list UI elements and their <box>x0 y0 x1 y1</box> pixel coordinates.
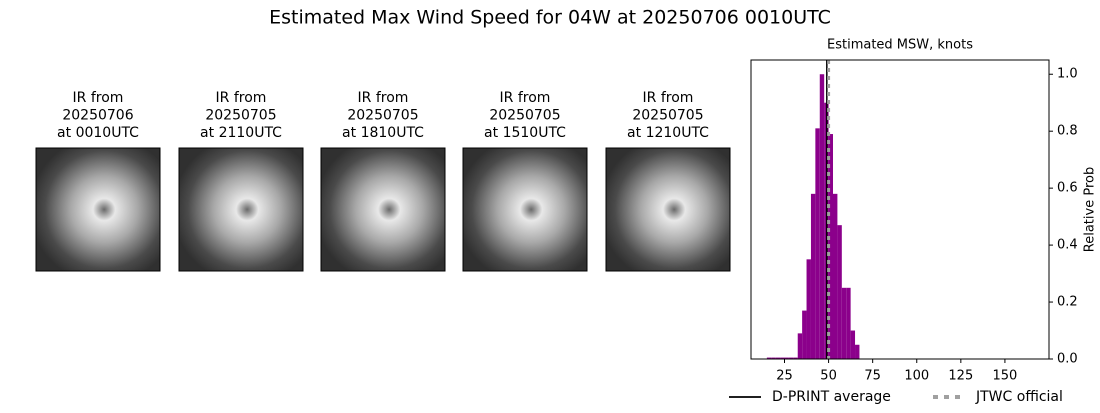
panel-label: at 0010UTC <box>57 125 139 141</box>
panel-label: at 1510UTC <box>484 125 566 141</box>
bar <box>846 287 851 359</box>
bar <box>780 357 785 359</box>
x-tick-label: 150 <box>993 369 1018 384</box>
y-tick-label: 0.6 <box>1057 181 1078 196</box>
y-tick-label: 0.2 <box>1057 295 1078 310</box>
panel-label: at 1210UTC <box>627 125 709 141</box>
bar <box>771 357 776 359</box>
plot-frame <box>750 59 1050 360</box>
panel-label: IR from <box>216 90 267 106</box>
x-tick-label: 100 <box>904 369 929 384</box>
y-tick-label: 0.8 <box>1057 124 1078 139</box>
panel-label: at 1810UTC <box>342 125 424 141</box>
panel-label: 20250706 <box>62 108 133 124</box>
panel-label: 20250705 <box>205 108 276 124</box>
panel-label: 20250705 <box>489 108 560 124</box>
bar <box>810 193 816 359</box>
x-tick-label: 25 <box>776 369 793 384</box>
bar <box>766 357 772 359</box>
bar <box>841 287 847 359</box>
y-tick-label: 0.0 <box>1057 352 1078 367</box>
satellite-image <box>35 147 161 272</box>
bar <box>828 134 833 359</box>
panel-label: IR from <box>73 90 124 106</box>
legend-label: JTWC official <box>975 389 1063 405</box>
bar <box>832 193 838 359</box>
x-tick-label: 50 <box>820 369 837 384</box>
bar <box>850 330 856 359</box>
bar <box>802 310 807 359</box>
bar <box>819 74 825 359</box>
satellite-image <box>605 147 731 272</box>
y-tick-label: 0.4 <box>1057 238 1078 253</box>
panel-label: IR from <box>358 90 409 106</box>
hist-title: Estimated MSW, knots <box>827 38 973 53</box>
panel-label: 20250705 <box>347 108 418 124</box>
bar <box>797 333 803 359</box>
y-axis-label: Relative Prob <box>1083 167 1098 252</box>
x-tick-label: 125 <box>948 369 973 384</box>
bar <box>806 259 811 359</box>
bar <box>793 357 798 359</box>
panel-label: IR from <box>643 90 694 106</box>
satellite-image <box>320 147 446 272</box>
panel-label: IR from <box>500 90 551 106</box>
figure-title: Estimated Max Wind Speed for 04W at 2025… <box>269 7 831 29</box>
bar <box>788 357 794 359</box>
legend-label: D-PRINT average <box>772 389 891 405</box>
panel-label: 20250705 <box>632 108 703 124</box>
bar <box>837 225 842 359</box>
bar <box>855 344 860 359</box>
bar <box>815 128 820 359</box>
bar <box>784 357 789 359</box>
bar <box>775 357 781 359</box>
panel-label: at 2110UTC <box>200 125 282 141</box>
satellite-image <box>462 147 588 272</box>
y-tick-label: 1.0 <box>1057 67 1078 82</box>
x-tick-label: 75 <box>864 369 881 384</box>
satellite-image <box>178 147 304 272</box>
